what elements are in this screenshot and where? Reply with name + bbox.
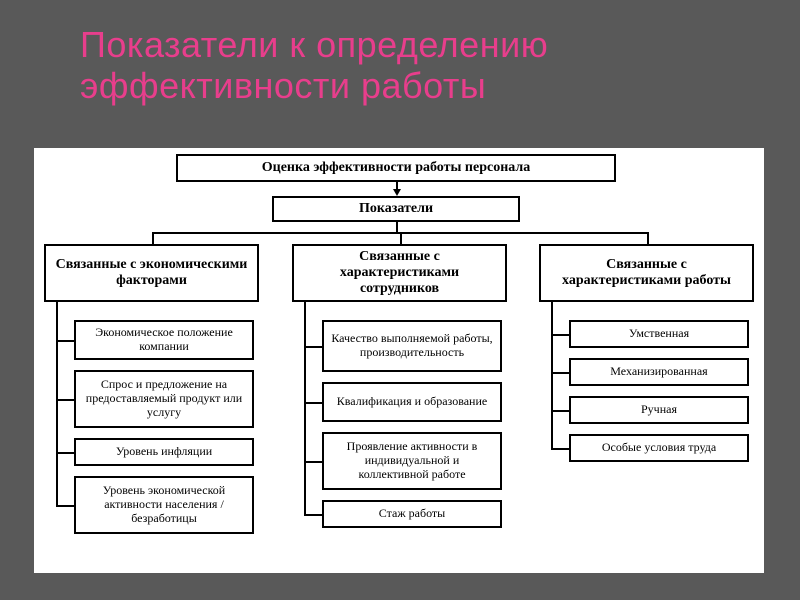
branch-stem-0	[56, 302, 58, 506]
branch-item-0-0: Экономическое положение компании	[74, 320, 254, 360]
branch-stem-2	[551, 302, 553, 449]
branch-tick-2-1	[551, 372, 569, 374]
branch-stem-1	[304, 302, 306, 515]
branch-tick-2-2	[551, 410, 569, 412]
arrow-root-level1	[393, 189, 401, 196]
branch-tick-0-3	[56, 505, 74, 507]
branch-item-1-0: Качество выполняемой работы, производите…	[322, 320, 502, 372]
branch-item-2-1: Механизированная	[569, 358, 749, 386]
branch-item-1-3: Стаж работы	[322, 500, 502, 528]
branch-header-0: Связанные с экономическими факторами	[44, 244, 259, 302]
branch-tick-1-0	[304, 346, 322, 348]
connector-bus-branch2	[647, 232, 649, 244]
connector-bus-branch1	[400, 232, 402, 244]
branch-header-1: Связанные с характеристиками сотрудников	[292, 244, 507, 302]
branch-tick-0-0	[56, 340, 74, 342]
connector-bus-branch0	[152, 232, 154, 244]
branch-tick-2-0	[551, 334, 569, 336]
branch-tick-0-2	[56, 452, 74, 454]
branch-item-1-1: Квалификация и образование	[322, 382, 502, 422]
branch-item-1-2: Проявление активности в индивидуальной и…	[322, 432, 502, 490]
connector-level1-down	[396, 222, 398, 232]
branch-header-2: Связанные с характеристиками работы	[539, 244, 754, 302]
diagram-panel: Оценка эффективности работы персонала Пок…	[34, 148, 764, 573]
branch-tick-2-3	[551, 448, 569, 450]
branch-item-2-0: Умственная	[569, 320, 749, 348]
level1-node: Показатели	[272, 196, 520, 222]
branch-tick-1-2	[304, 461, 322, 463]
branch-tick-1-3	[304, 514, 322, 516]
branch-item-2-2: Ручная	[569, 396, 749, 424]
root-node: Оценка эффективности работы персонала	[176, 154, 616, 182]
branch-item-0-2: Уровень инфляции	[74, 438, 254, 466]
branch-tick-1-1	[304, 402, 322, 404]
page-title: Показатели к определению эффективности р…	[80, 24, 740, 107]
branch-item-0-3: Уровень экономической активности населен…	[74, 476, 254, 534]
branch-item-0-1: Спрос и предложение на предоставляемый п…	[74, 370, 254, 428]
branch-tick-0-1	[56, 399, 74, 401]
branch-item-2-3: Особые условия труда	[569, 434, 749, 462]
